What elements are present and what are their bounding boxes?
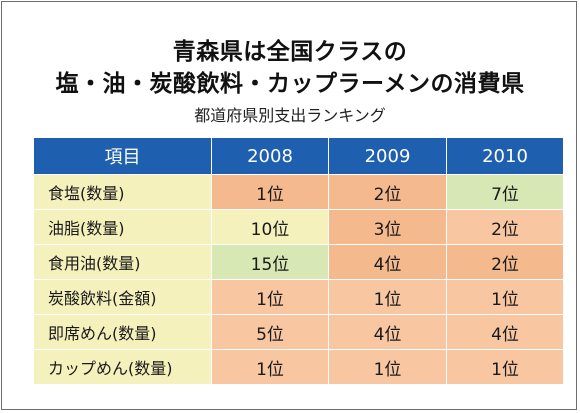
rank-cell: 2位 <box>446 244 564 280</box>
table-header-row: 項目 2008 2009 2010 <box>33 137 564 175</box>
ranking-table: 項目 2008 2009 2010 食塩(数量) 1位 2位 7位 油脂(数量)… <box>33 137 564 385</box>
header-2010: 2010 <box>446 137 564 175</box>
table-row: 炭酸飲料(金額) 1位 1位 1位 <box>33 279 564 315</box>
rank-cell: 1位 <box>328 349 447 385</box>
rank-cell: 1位 <box>446 349 564 385</box>
row-label: 炭酸飲料(金額) <box>33 279 212 315</box>
row-label: カップめん(数量) <box>33 349 212 385</box>
rank-cell: 4位 <box>328 244 447 280</box>
title-line-1: 青森県は全国クラスの <box>172 39 408 65</box>
rank-cell: 15位 <box>211 244 329 280</box>
rank-cell: 2位 <box>446 209 564 245</box>
table-row: カップめん(数量) 1位 1位 1位 <box>33 349 564 385</box>
row-label: 即席めん(数量) <box>33 314 212 350</box>
table-row: 油脂(数量) 10位 3位 2位 <box>33 209 564 245</box>
rank-cell: 1位 <box>446 279 564 315</box>
row-label: 油脂(数量) <box>33 209 212 245</box>
rank-cell: 4位 <box>328 314 447 350</box>
rank-cell: 1位 <box>211 279 329 315</box>
table-row: 食塩(数量) 1位 2位 7位 <box>33 174 564 210</box>
rank-cell: 10位 <box>211 209 329 245</box>
rank-cell: 1位 <box>211 349 329 385</box>
rank-cell: 1位 <box>211 174 329 210</box>
subtitle: 都道府県別支出ランキング <box>194 106 386 125</box>
rank-cell: 1位 <box>328 279 447 315</box>
rank-cell: 3位 <box>328 209 447 245</box>
header-2008: 2008 <box>211 137 329 175</box>
row-label: 食用油(数量) <box>33 244 212 280</box>
header-item: 項目 <box>33 137 212 175</box>
table-row: 即席めん(数量) 5位 4位 4位 <box>33 314 564 350</box>
rank-cell: 4位 <box>446 314 564 350</box>
title-line-2: 塩・油・炭酸飲料・カップラーメンの消費県 <box>55 71 525 97</box>
rank-cell: 2位 <box>328 174 447 210</box>
table-row: 食用油(数量) 15位 4位 2位 <box>33 244 564 280</box>
header-2009: 2009 <box>328 137 447 175</box>
row-label: 食塩(数量) <box>33 174 212 210</box>
rank-cell: 7位 <box>446 174 564 210</box>
rank-cell: 5位 <box>211 314 329 350</box>
